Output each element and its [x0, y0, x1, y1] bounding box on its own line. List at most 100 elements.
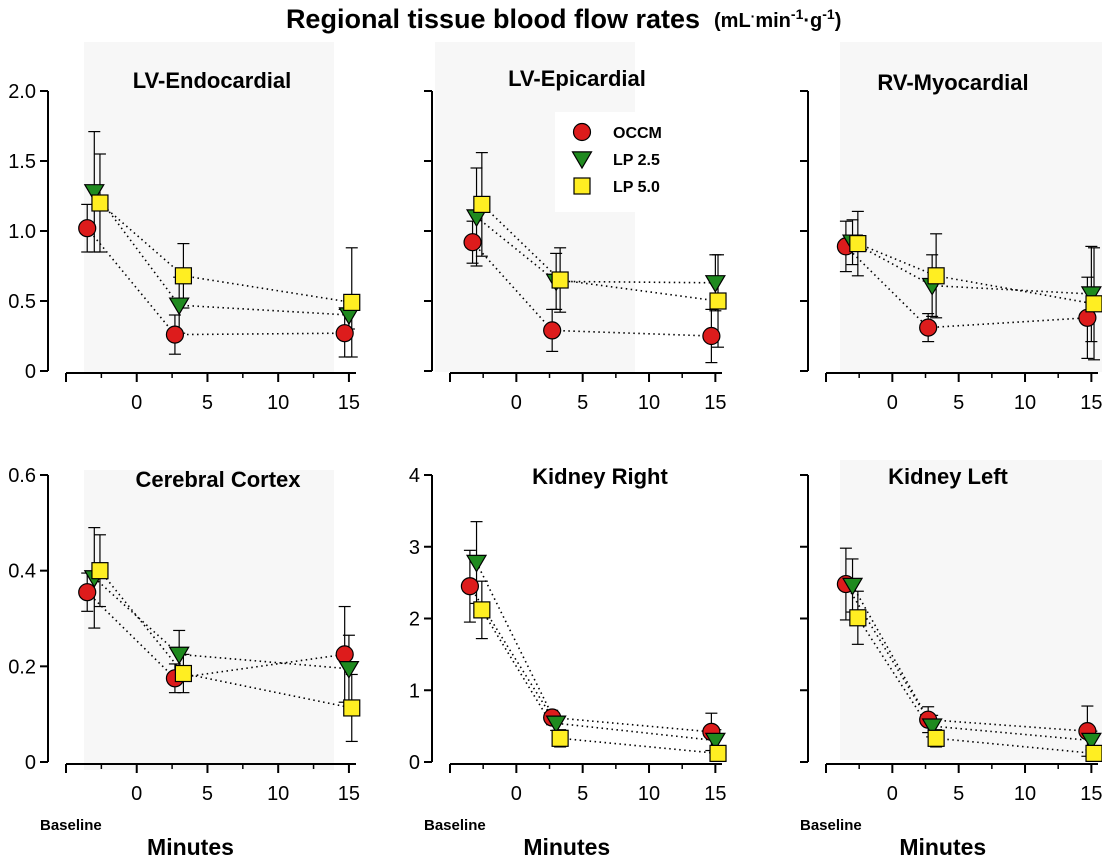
x-tick-label: 5 [953, 783, 964, 805]
data-point-occm [702, 326, 721, 346]
panel-title: RV-Myocardial [877, 70, 1028, 95]
data-point-occm [165, 325, 185, 344]
panel-title: Kidney Right [532, 464, 668, 489]
legend-box [555, 112, 655, 212]
data-point-lp-2-5 [338, 660, 360, 679]
data-point-lp-5-0 [849, 609, 867, 627]
units-close: ) [835, 10, 842, 32]
x-axis-title: Minutes [899, 834, 986, 859]
data-point-lp-2-5 [545, 715, 567, 734]
panel-title: LV-Epicardial [508, 66, 646, 91]
data-point-lp-5-0 [91, 562, 109, 580]
baseline-label: Baseline [424, 817, 486, 834]
series-line-lp-2-5 [475, 562, 716, 742]
data-point-lp-5-0 [1085, 295, 1102, 313]
x-tick-label: 10 [1014, 783, 1036, 805]
series-line-lp-2-5 [93, 191, 349, 316]
legend-marker-occm [572, 122, 592, 142]
data-point-lp-5-0 [927, 729, 945, 747]
data-point-lp-2-5 [168, 297, 190, 316]
data-point-occm [78, 583, 97, 602]
panel-lv-epicardial: LV-Epicardial 0 5 10 15 OCCM LP 2.5 LP 5.0 [424, 66, 727, 414]
data-point-lp-2-5 [83, 184, 105, 203]
x-tick-label: 5 [577, 392, 588, 414]
units-min-exponent: -1 [791, 6, 804, 22]
panel-title: Kidney Left [888, 464, 1008, 489]
x-tick-label: 0 [511, 783, 522, 805]
data-point-occm [460, 577, 480, 596]
y-tick-label: 2 [409, 609, 420, 631]
data-point-lp-2-5 [1080, 732, 1102, 751]
panel-title: LV-Endocardial [133, 68, 292, 93]
legend-label: OCCM [613, 125, 662, 142]
panel-rv-myocardial: RV-Myocardial 0 5 10 15 [800, 70, 1102, 414]
units-dot: · [751, 8, 756, 24]
background-patch-4 [84, 470, 334, 770]
series-line-occm [845, 583, 1088, 732]
data-point-lp-2-5 [168, 646, 190, 665]
x-tick-label: 0 [887, 783, 898, 805]
x-tick-label: 5 [202, 392, 213, 414]
data-point-occm [335, 324, 354, 343]
x-tick-label: 0 [131, 783, 142, 805]
x-axis-title: Minutes [523, 834, 610, 859]
y-tick-label: 0 [409, 752, 420, 774]
y-tick-label: 0 [25, 752, 36, 774]
data-point-lp-5-0 [473, 601, 491, 619]
data-point-lp-5-0 [551, 729, 569, 747]
figure-title: Regional tissue blood flow rates [286, 4, 700, 34]
x-tick-label: 15 [704, 392, 726, 414]
data-point-lp-5-0 [849, 235, 867, 253]
data-point-lp-5-0 [709, 292, 727, 310]
x-tick-label: 15 [1080, 783, 1102, 805]
y-tick-label: 0.4 [8, 561, 36, 583]
panel-title: Cerebral Cortex [135, 467, 301, 492]
legend-marker-lp-2-5 [571, 151, 593, 170]
baseline-label: Baseline [40, 817, 102, 834]
x-tick-label: 10 [267, 783, 289, 805]
figure-units: (mL·min-1·g-1) [714, 6, 841, 32]
x-tick-label: 15 [338, 392, 360, 414]
data-point-lp-5-0 [91, 194, 109, 212]
x-tick-label: 10 [638, 392, 660, 414]
data-point-occm [919, 318, 938, 337]
panel-kidney-left: Kidney Left 0 5 10 15 Baseline Minutes [800, 464, 1102, 859]
background-patch-3 [840, 460, 1102, 760]
data-point-lp-5-0 [927, 267, 945, 285]
x-tick-label: 10 [1014, 392, 1036, 414]
data-point-lp-5-0 [1085, 744, 1102, 762]
x-tick-label: 0 [511, 392, 522, 414]
y-tick-label: 1.0 [8, 221, 36, 243]
units-g-exponent: -1 [822, 6, 835, 22]
series-line-occm [86, 591, 345, 680]
x-axis-title: Minutes [147, 834, 234, 859]
data-point-lp-2-5 [1080, 286, 1102, 305]
x-tick-label: 0 [887, 392, 898, 414]
data-point-lp-5-0 [174, 267, 193, 285]
background-patch-2 [840, 42, 1102, 372]
units-open: (mL [714, 10, 751, 32]
baseline-label: Baseline [800, 817, 862, 834]
y-tick-label: 0.6 [8, 465, 36, 487]
data-point-lp-2-5 [921, 718, 943, 737]
y-tick-label: 0.5 [8, 291, 36, 313]
data-point-lp-2-5 [841, 577, 864, 596]
units-g: ·g [803, 10, 822, 32]
background-patch-0 [84, 42, 334, 372]
x-tick-label: 15 [704, 783, 726, 805]
data-point-lp-5-0 [551, 271, 569, 289]
data-point-lp-5-0 [343, 293, 361, 311]
y-tick-label: 3 [409, 537, 420, 559]
x-tick-label: 10 [638, 783, 660, 805]
x-tick-label: 0 [131, 392, 142, 414]
x-tick-label: 15 [338, 783, 360, 805]
legend-label: LP 5.0 [613, 179, 660, 196]
x-tick-label: 10 [267, 392, 289, 414]
units-min: min [755, 10, 791, 32]
y-tick-label: 1 [409, 680, 420, 702]
series-line-occm [471, 241, 712, 337]
data-point-lp-5-0 [709, 744, 727, 762]
data-point-occm [335, 645, 354, 664]
data-point-lp-5-0 [174, 664, 193, 683]
